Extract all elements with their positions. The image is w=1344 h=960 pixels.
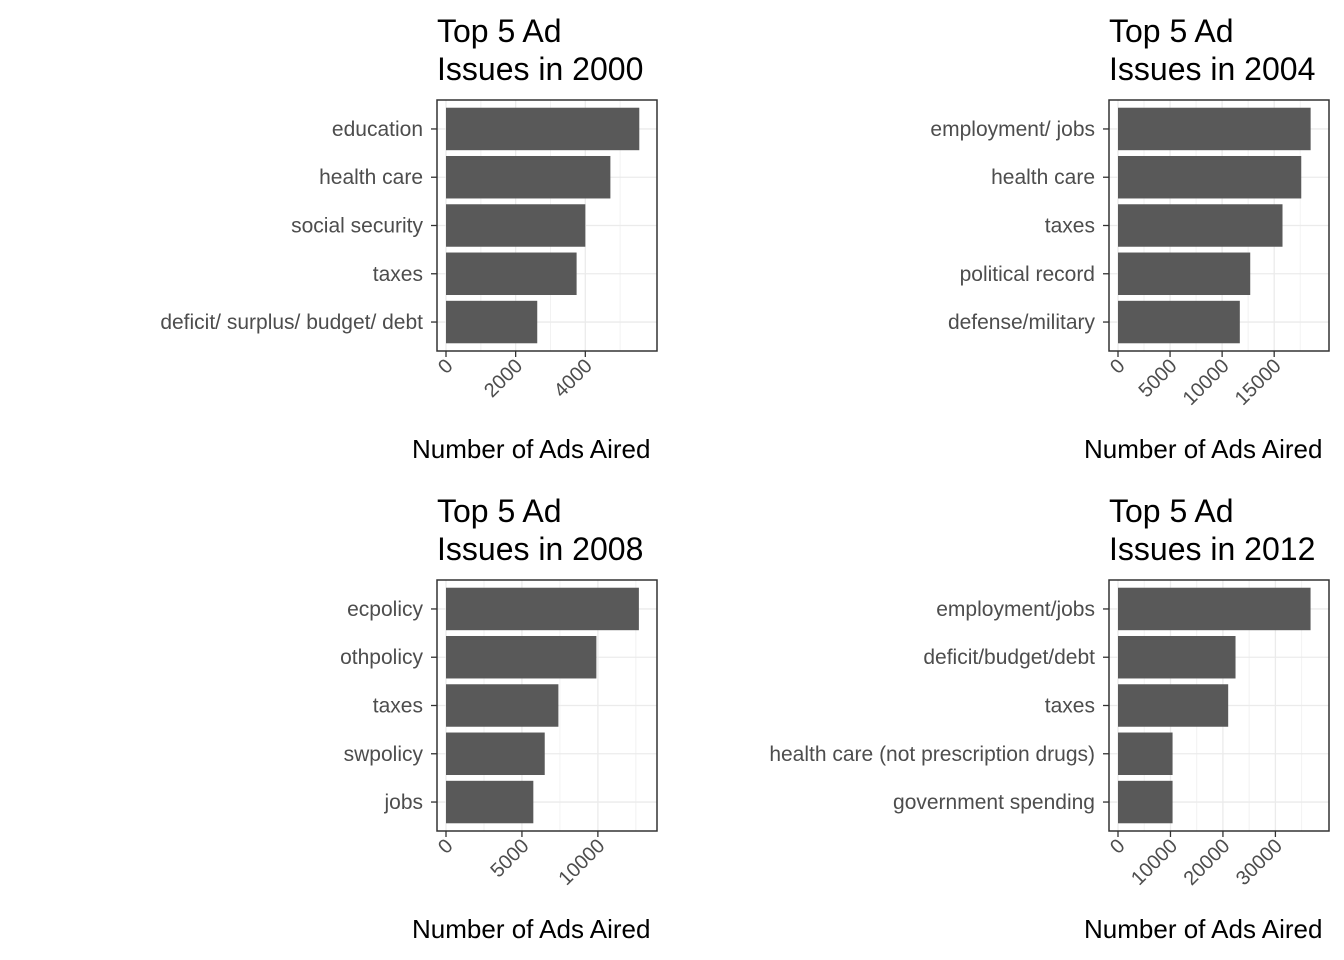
x-tick-label: 10000: [1179, 355, 1234, 410]
y-tick-label: employment/jobs: [936, 598, 1095, 621]
y-tick-label: ecpolicy: [347, 598, 423, 621]
bar: [1118, 107, 1311, 151]
x-tick-label: 5000: [486, 835, 533, 882]
y-tick-label: health care (not prescription drugs): [769, 743, 1095, 766]
x-axis-title: Number of Ads Aired: [412, 914, 650, 944]
bar: [1118, 587, 1311, 631]
x-tick-label: 0: [1106, 355, 1129, 378]
y-tick-label: defense/military: [948, 311, 1096, 334]
x-tick-label: 30000: [1232, 835, 1287, 890]
x-axis-title: Number of Ads Aired: [1084, 914, 1322, 944]
y-tick-label: deficit/ surplus/ budget/ debt: [160, 311, 423, 334]
bar: [1118, 252, 1251, 296]
bar: [446, 780, 534, 824]
y-tick-label: taxes: [373, 695, 423, 718]
chart-title-line: Top 5 Ad: [1109, 493, 1234, 529]
bar: [446, 300, 538, 344]
chart-title-line: Top 5 Ad: [437, 13, 562, 49]
bar: [446, 635, 597, 679]
x-tick-label: 20000: [1180, 835, 1235, 890]
x-tick-label: 0: [434, 835, 457, 858]
bar: [1118, 635, 1236, 679]
y-tick-label: education: [332, 118, 423, 141]
y-tick-label: deficit/budget/debt: [923, 646, 1095, 669]
y-tick-label: employment/ jobs: [930, 118, 1095, 141]
bar: [1118, 684, 1229, 727]
x-tick-label: 10000: [555, 835, 610, 890]
x-tick-label: 2000: [480, 355, 527, 402]
y-tick-label: othpolicy: [340, 646, 423, 669]
x-axis-title: Number of Ads Aired: [1084, 434, 1322, 464]
y-tick-label: taxes: [1045, 215, 1095, 238]
x-axis-title: Number of Ads Aired: [412, 434, 650, 464]
y-tick-label: political record: [960, 263, 1095, 286]
bar: [1118, 204, 1283, 247]
x-tick-label: 10000: [1127, 835, 1182, 890]
bar: [446, 204, 586, 247]
x-tick-label: 0: [1106, 835, 1129, 858]
bar: [1118, 155, 1302, 199]
y-tick-label: health care: [991, 166, 1095, 189]
y-tick-label: government spending: [893, 791, 1095, 814]
chart-title-line: Issues in 2004: [1109, 51, 1315, 87]
chart-title-line: Top 5 Ad: [1109, 13, 1234, 49]
y-tick-label: health care: [319, 166, 423, 189]
y-tick-label: jobs: [383, 791, 423, 814]
x-tick-label: 5000: [1135, 355, 1182, 402]
bar: [446, 684, 559, 727]
x-tick-label: 4000: [550, 355, 597, 402]
y-tick-label: social security: [291, 215, 423, 238]
x-tick-label: 15000: [1231, 355, 1286, 410]
y-tick-label: taxes: [373, 263, 423, 286]
chart-title-line: Issues in 2000: [437, 51, 643, 87]
chart-title-line: Top 5 Ad: [437, 493, 562, 529]
x-tick-label: 0: [434, 355, 457, 378]
bar: [1118, 780, 1173, 824]
bar: [1118, 732, 1173, 776]
bar: [446, 587, 639, 631]
y-tick-label: swpolicy: [344, 743, 424, 766]
chart-title-line: Issues in 2012: [1109, 531, 1315, 567]
bar: [446, 155, 611, 199]
y-tick-label: taxes: [1045, 695, 1095, 718]
bar: [446, 107, 640, 151]
bar: [446, 252, 577, 296]
bar: [446, 732, 545, 776]
chart-title-line: Issues in 2008: [437, 531, 643, 567]
bar: [1118, 300, 1240, 344]
